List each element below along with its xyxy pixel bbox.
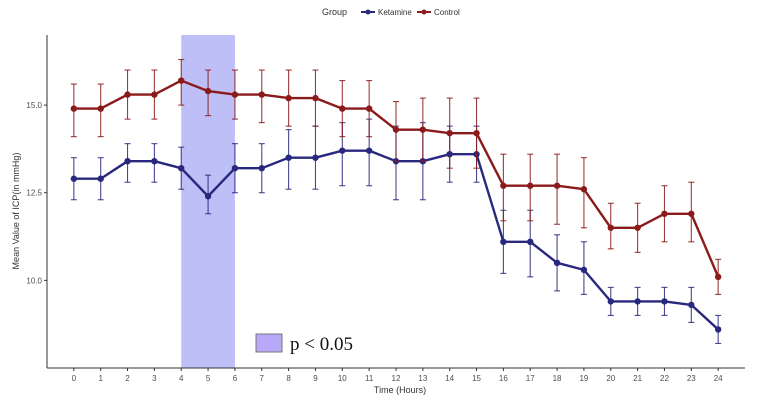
- y-tick-label: 15.0: [26, 101, 42, 110]
- data-point: [178, 77, 185, 84]
- x-tick-label: 3: [152, 374, 157, 383]
- x-tick-label: 17: [526, 374, 535, 383]
- data-point: [285, 154, 292, 161]
- legend-label: Ketamine: [378, 8, 412, 17]
- data-point: [124, 157, 131, 165]
- x-tick-label: 8: [286, 374, 291, 383]
- data-point: [634, 298, 641, 305]
- x-tick-label: 2: [125, 374, 130, 383]
- data-point: [500, 238, 507, 246]
- data-point: [527, 182, 534, 189]
- data-point: [124, 91, 131, 98]
- data-point: [446, 129, 453, 137]
- data-point: [204, 193, 212, 200]
- data-point: [714, 326, 722, 333]
- x-axis-title: Time (Hours): [374, 385, 426, 395]
- data-point: [70, 175, 78, 182]
- significance-swatch: [255, 333, 283, 353]
- data-point: [365, 105, 373, 112]
- data-point: [688, 301, 695, 309]
- series-control: [70, 58, 722, 295]
- x-ticks: 0 1 2 3 4 5 6 7 8 9 10 11 12 13 14 15 16 17 18 19 20 21 22 23 24: [72, 368, 723, 383]
- data-point: [339, 105, 346, 112]
- data-point: [151, 157, 158, 165]
- data-point: [661, 298, 668, 305]
- x-tick-label: 24: [714, 374, 723, 383]
- x-tick-label: 15: [472, 374, 481, 383]
- data-point: [580, 266, 588, 274]
- x-tick-label: 4: [179, 374, 184, 383]
- data-point: [527, 238, 534, 246]
- x-tick-label: 22: [660, 374, 669, 383]
- legend-item-ketamine: Ketamine: [361, 8, 412, 17]
- significance-annotation: p < 0.05: [255, 333, 353, 355]
- y-axis-title: Mean Value of ICP(in mmHg): [11, 153, 21, 270]
- x-tick-label: 21: [633, 374, 642, 383]
- data-point: [688, 210, 695, 217]
- data-point: [473, 129, 480, 137]
- legend-title: Group: [322, 7, 347, 17]
- data-point: [231, 165, 239, 172]
- data-point: [500, 182, 507, 189]
- x-tick-label: 0: [72, 374, 77, 383]
- data-point: [607, 224, 614, 231]
- data-point: [339, 147, 346, 154]
- y-tick-label: 12.5: [26, 189, 42, 198]
- x-tick-label: 5: [206, 374, 211, 383]
- data-point: [419, 126, 427, 133]
- data-point: [97, 105, 104, 112]
- legend-items: Ketamine Control: [361, 8, 460, 17]
- y-ticks: 10.0 12.5 15.0: [26, 101, 47, 285]
- data-point: [661, 210, 668, 217]
- x-tick-label: 7: [260, 374, 265, 383]
- x-tick-label: 19: [579, 374, 588, 383]
- data-point: [178, 165, 185, 172]
- x-tick-label: 10: [338, 374, 347, 383]
- legend-marker: [421, 9, 427, 15]
- data-point: [312, 94, 319, 102]
- y-tick-label: 10.0: [26, 276, 42, 285]
- legend-label: Control: [434, 8, 460, 17]
- x-tick-label: 12: [392, 374, 401, 383]
- x-tick-label: 1: [98, 374, 103, 383]
- data-point: [580, 186, 588, 193]
- data-point: [365, 147, 373, 154]
- data-point: [97, 175, 104, 182]
- data-point: [312, 154, 319, 161]
- axes: [46, 35, 745, 369]
- x-tick-label: 14: [445, 374, 454, 383]
- data-point: [151, 91, 158, 98]
- x-tick-label: 9: [313, 374, 318, 383]
- data-point: [607, 298, 614, 305]
- legend-item-control: Control: [417, 8, 460, 17]
- x-tick-label: 6: [233, 374, 238, 383]
- data-point: [553, 182, 561, 189]
- significance-label: p < 0.05: [290, 334, 353, 355]
- x-tick-label: 18: [553, 374, 562, 383]
- data-point: [553, 259, 561, 267]
- x-tick-label: 11: [365, 374, 374, 383]
- x-tick-label: 23: [687, 374, 696, 383]
- data-point: [285, 94, 292, 102]
- series-layer: [70, 58, 722, 345]
- data-point: [258, 91, 265, 98]
- x-tick-label: 20: [606, 374, 615, 383]
- x-tick-label: 13: [418, 374, 427, 383]
- data-point: [634, 224, 641, 231]
- x-tick-label: 16: [499, 374, 508, 383]
- data-point: [204, 87, 212, 95]
- data-point: [70, 105, 78, 112]
- data-point: [258, 165, 265, 172]
- legend: Group Ketamine Control: [322, 7, 460, 17]
- data-point: [231, 91, 239, 98]
- data-point: [392, 126, 400, 133]
- data-point: [714, 273, 722, 281]
- legend-marker: [365, 9, 371, 15]
